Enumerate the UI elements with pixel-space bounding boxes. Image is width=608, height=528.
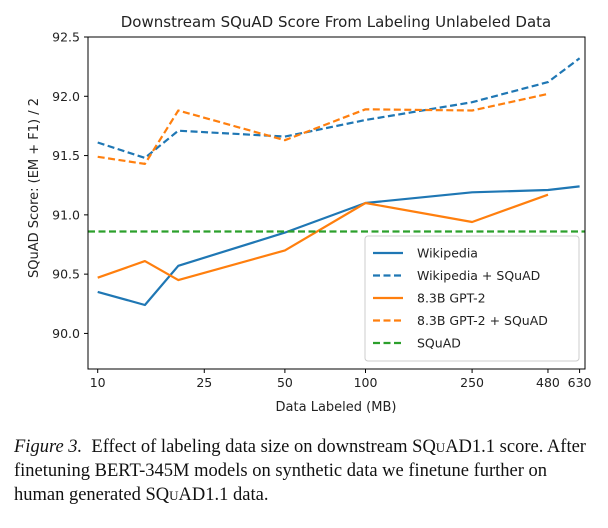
caption-label: Figure 3. [14,437,83,457]
plot-frame [87,36,586,370]
x-tick-label: 250 [460,375,484,390]
caption-squad-2: SQuAD [145,485,206,505]
x-axis-label: Data Labeled (MB) [276,400,397,415]
legend-box [364,235,580,362]
legend-label-5: SQuAD [417,336,461,351]
series-line-2 [97,57,581,159]
x-tick-label: 100 [354,375,378,390]
figure-caption: Figure 3. Effect of labeling data size o… [14,435,598,507]
y-tick-label: 90.0 [52,326,80,341]
y-axis-label: SQuAD Score: (EM + F1) / 2 [27,98,42,278]
caption-part2: 1.1 score. After finetuning BERT-345M mo… [14,437,586,505]
caption-part1: Effect of labeling data size on downstre… [91,437,413,457]
series-line-1 [97,185,580,307]
y-tick-label: 91.0 [52,207,80,222]
caption-squad-1: SQuAD [412,437,472,457]
series-line-4 [97,92,549,165]
legend-label-1: Wikipedia [417,246,478,261]
x-tick-label: 25 [196,375,212,390]
legend: Wikipedia Wikipedia + SQuAD 8.3B GPT-2 8.3B… [364,235,580,362]
x-tick-label: 50 [277,375,293,390]
y-tick-label: 92.5 [52,30,80,45]
plot-area: 10 25 50 100 250 480 630 90.0 90.5 91.0 91.5 92.0 92… [52,30,591,391]
legend-label-4: 8.3B GPT-2 + SQuAD [417,313,548,328]
x-tick-label: 630 [568,375,592,390]
caption-part3: 1.1 data. [205,485,269,505]
series-line-3 [97,193,549,282]
legend-label-2: Wikipedia + SQuAD [417,268,540,283]
chart: Downstream SQuAD Score From Labeling Unl… [27,13,592,415]
y-tick-label: 91.5 [52,148,80,163]
y-tick-label: 92.0 [52,89,80,104]
chart-title: Downstream SQuAD Score From Labeling Unl… [121,13,552,31]
x-tick-label: 10 [90,375,106,390]
x-tick-label: 480 [536,375,560,390]
y-tick-label: 90.5 [52,267,80,282]
legend-label-3: 8.3B GPT-2 [417,291,486,306]
